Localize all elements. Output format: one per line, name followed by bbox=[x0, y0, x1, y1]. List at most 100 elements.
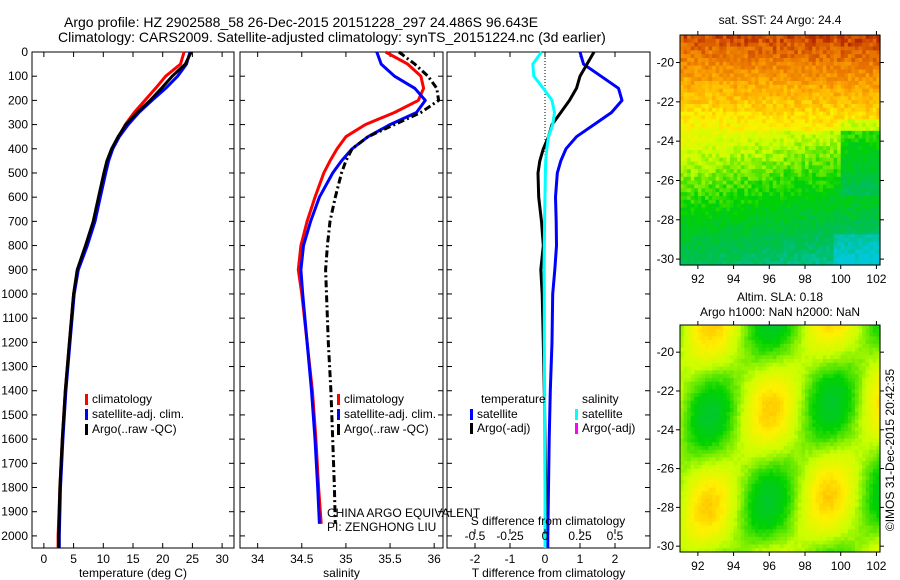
map-cell bbox=[787, 366, 792, 371]
map-cell bbox=[858, 134, 863, 140]
map-cell bbox=[844, 81, 849, 86]
map-cell bbox=[765, 249, 770, 255]
map-cell bbox=[737, 219, 742, 224]
map-cell bbox=[697, 215, 703, 220]
map-cell bbox=[683, 343, 688, 349]
map-cell bbox=[733, 245, 738, 251]
map-cell bbox=[837, 50, 842, 55]
map-cell bbox=[776, 242, 781, 247]
sst-map-frame bbox=[679, 34, 881, 266]
map-cell bbox=[847, 389, 853, 394]
map-cell bbox=[687, 123, 692, 128]
map-cell bbox=[776, 115, 781, 120]
map-cell bbox=[680, 389, 685, 394]
map-cell bbox=[762, 188, 767, 193]
map-cell bbox=[801, 222, 806, 228]
map-cell bbox=[776, 196, 781, 201]
map-cell bbox=[840, 84, 845, 90]
map-cell bbox=[730, 207, 735, 212]
map-cell bbox=[865, 412, 870, 417]
map-cell bbox=[776, 343, 781, 349]
map-cell bbox=[812, 35, 817, 40]
map-cell bbox=[705, 219, 710, 224]
map-cell bbox=[855, 359, 860, 364]
map-cell bbox=[687, 400, 692, 406]
map-cell bbox=[751, 127, 756, 132]
map-cell bbox=[730, 176, 735, 182]
map-cell bbox=[772, 192, 778, 197]
map-cell bbox=[758, 188, 763, 193]
map-cell bbox=[812, 325, 817, 330]
map-cell bbox=[765, 165, 770, 170]
map-cell bbox=[822, 203, 828, 209]
map-cell bbox=[876, 46, 881, 51]
map-cell bbox=[776, 328, 781, 334]
map-cell bbox=[744, 400, 749, 406]
map-cell bbox=[840, 408, 845, 413]
depth-tick-label: 1900 bbox=[1, 505, 28, 519]
map-cell bbox=[826, 215, 831, 220]
map-cell bbox=[726, 381, 731, 387]
map-cell bbox=[726, 54, 731, 59]
map-cell bbox=[769, 332, 774, 337]
map-cell bbox=[776, 199, 781, 205]
map-cell bbox=[812, 222, 817, 228]
map-cell bbox=[783, 88, 788, 94]
map-cell bbox=[819, 328, 824, 334]
map-cell bbox=[744, 362, 749, 368]
map-cell bbox=[680, 234, 685, 239]
map-cell bbox=[790, 173, 795, 178]
map-cell bbox=[858, 184, 863, 189]
map-cell bbox=[844, 362, 849, 368]
map-cell bbox=[715, 46, 720, 51]
map-cell bbox=[805, 188, 810, 193]
map-cell bbox=[758, 107, 763, 113]
map-cell bbox=[726, 153, 731, 159]
map-cell bbox=[776, 222, 781, 228]
map-cell bbox=[783, 351, 788, 356]
map-cell bbox=[722, 359, 728, 364]
map-cell bbox=[683, 127, 688, 132]
map-cell bbox=[712, 362, 717, 368]
map-cell bbox=[833, 400, 838, 406]
map-cell bbox=[755, 199, 760, 205]
map-cell bbox=[862, 253, 867, 258]
map-cell bbox=[808, 65, 813, 71]
map-cell bbox=[765, 245, 770, 251]
map-cell bbox=[755, 203, 760, 209]
map-cell bbox=[776, 130, 781, 136]
map-cell bbox=[697, 123, 703, 128]
map-cell bbox=[780, 253, 785, 258]
map-cell bbox=[787, 385, 792, 390]
map-cell bbox=[765, 146, 770, 151]
map-cell bbox=[765, 199, 770, 205]
map-cell bbox=[858, 153, 863, 159]
map-cell bbox=[815, 50, 820, 55]
map-cell bbox=[815, 211, 820, 216]
map-cell bbox=[705, 257, 710, 262]
map-cell bbox=[683, 69, 688, 74]
map-cell bbox=[837, 408, 842, 413]
map-cell bbox=[722, 180, 728, 186]
map-cell bbox=[826, 146, 831, 151]
map-cell bbox=[772, 374, 778, 379]
map-cell bbox=[751, 230, 756, 235]
map-cell bbox=[776, 355, 781, 360]
map-cell bbox=[826, 253, 831, 258]
map-cell bbox=[808, 408, 813, 413]
map-cell bbox=[837, 396, 842, 402]
map-cell bbox=[812, 328, 817, 334]
map-cell bbox=[701, 84, 706, 90]
map-cell bbox=[780, 389, 785, 394]
map-cell bbox=[858, 249, 863, 255]
map-cell bbox=[680, 408, 685, 413]
map-cell bbox=[708, 127, 713, 132]
map-cell bbox=[758, 165, 763, 170]
map-cell bbox=[690, 38, 695, 44]
map-cell bbox=[822, 96, 828, 101]
map-cell bbox=[837, 400, 842, 406]
map-cell bbox=[862, 100, 867, 105]
map-cell bbox=[737, 226, 742, 232]
map-cell bbox=[822, 150, 828, 155]
map-cell bbox=[869, 96, 874, 101]
